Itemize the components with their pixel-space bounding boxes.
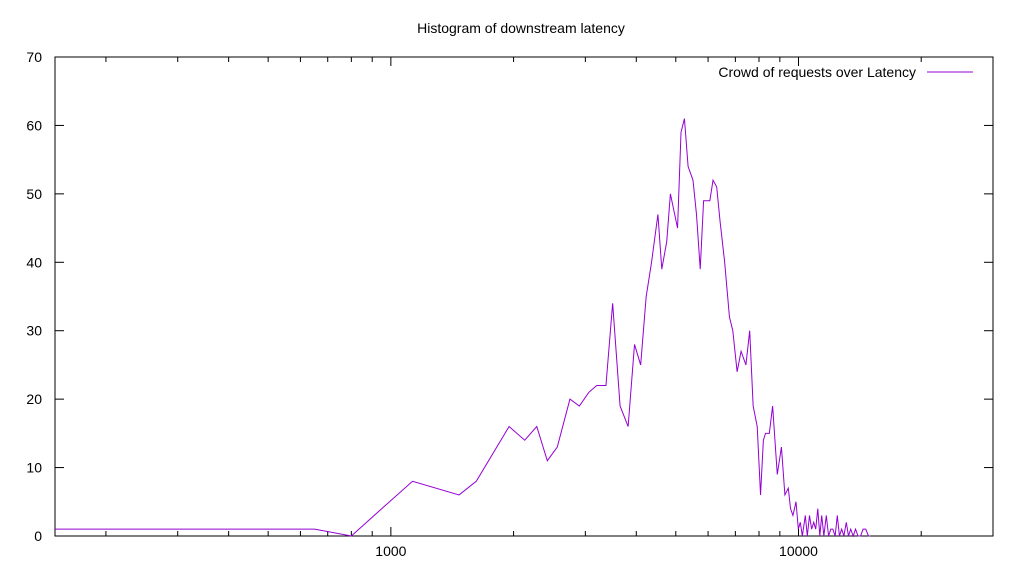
series-line [55,118,871,538]
legend: Crowd of requests over Latency [718,64,973,80]
y-tick-label: 30 [26,323,42,339]
x-tick-label: 10000 [779,543,818,559]
y-tick-label: 10 [26,460,42,476]
series-group [55,118,871,538]
x-axis: 1000 10000 [105,57,994,559]
y-tick-label: 0 [34,528,42,544]
x-tick-label: 1000 [375,543,406,559]
y-axis: 0 10 20 30 40 50 60 70 [26,49,993,544]
y-tick-label: 70 [26,49,42,65]
chart-title: Histogram of downstream latency [417,20,625,36]
y-tick-label: 20 [26,391,42,407]
legend-label: Crowd of requests over Latency [718,64,916,80]
y-tick-label: 60 [26,117,42,133]
plot-frame [54,56,994,537]
y-tick-label: 40 [26,254,42,270]
y-tick-label: 50 [26,186,42,202]
